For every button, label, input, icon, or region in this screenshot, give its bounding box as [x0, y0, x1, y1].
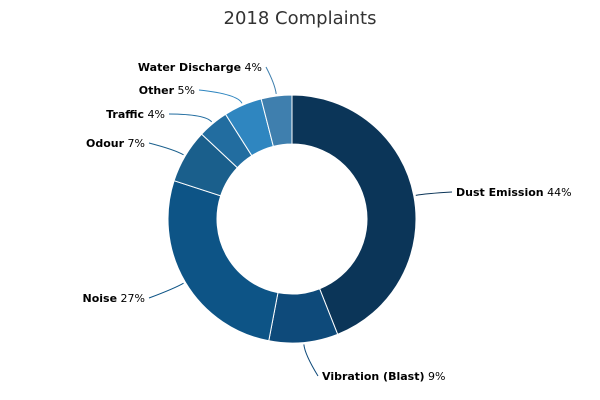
label-name-traffic: Traffic: [106, 108, 144, 121]
label-value-water-discharge: 4%: [241, 61, 262, 74]
label-name-noise: Noise: [83, 292, 118, 305]
label-other: Other 5%: [139, 84, 195, 97]
label-value-odour: 7%: [124, 137, 145, 150]
label-vibration-blast: Vibration (Blast) 9%: [322, 370, 445, 383]
label-traffic: Traffic 4%: [106, 108, 165, 121]
label-noise: Noise 27%: [83, 292, 146, 305]
connector-water-discharge: [265, 66, 277, 95]
connector-noise: [148, 282, 184, 299]
slice-water-discharge[interactable]: [260, 94, 293, 147]
connector-odour: [148, 142, 184, 156]
label-name-vibration-blast: Vibration (Blast): [322, 370, 425, 383]
label-name-odour: Odour: [86, 137, 125, 150]
donut-slices: [167, 94, 417, 344]
connector-traffic: [168, 113, 213, 123]
label-connectors: [148, 66, 453, 377]
label-value-noise: 27%: [117, 292, 145, 305]
chart-title: 2018 Complaints: [224, 8, 377, 29]
connector-dust-emission: [415, 191, 453, 196]
label-name-water-discharge: Water Discharge: [138, 61, 241, 74]
label-value-traffic: 4%: [144, 108, 165, 121]
slice-noise[interactable]: [167, 180, 279, 342]
label-value-other: 5%: [174, 84, 195, 97]
connector-other: [198, 89, 243, 104]
label-water-discharge: Water Discharge 4%: [138, 61, 262, 74]
label-name-other: Other: [139, 84, 175, 97]
label-value-dust-emission: 44%: [544, 186, 572, 199]
label-name-dust-emission: Dust Emission: [456, 186, 544, 199]
connector-vibration-blast: [303, 344, 319, 377]
slice-dust-emission[interactable]: [291, 94, 417, 335]
slice-labels: Dust Emission 44% Vibration (Blast) 9% Noi…: [83, 61, 572, 383]
label-odour: Odour 7%: [86, 137, 145, 150]
label-value-vibration-blast: 9%: [425, 370, 446, 383]
label-dust-emission: Dust Emission 44%: [456, 186, 572, 199]
